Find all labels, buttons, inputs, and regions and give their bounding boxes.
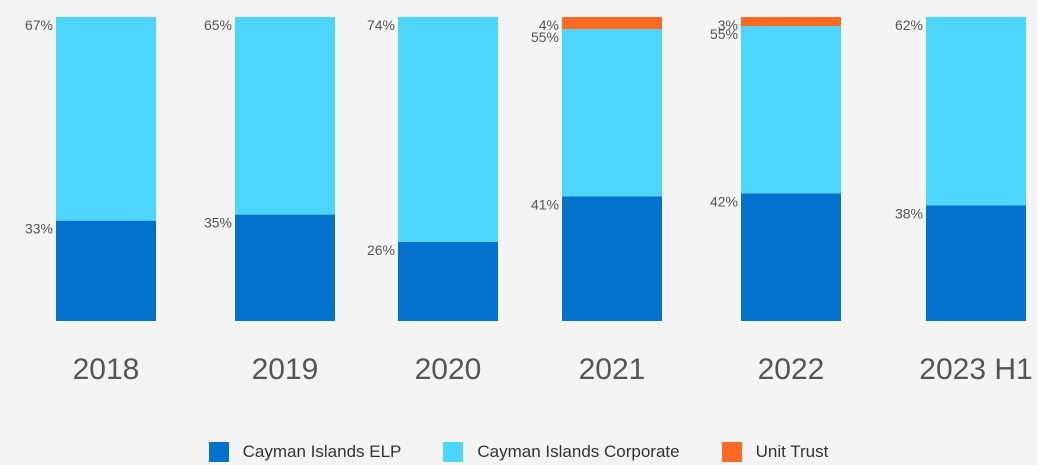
- data-label-2022-unit-trust: 3%: [718, 17, 738, 33]
- category-label-2023-h1: 2023 H1: [919, 353, 1032, 386]
- legend-item-unit-trust: Unit Trust: [721, 441, 829, 462]
- data-label-2023-h1-cayman-islands-elp: 38%: [895, 205, 923, 221]
- data-label-2021-cayman-islands-elp: 41%: [531, 196, 559, 212]
- category-label-2021: 2021: [579, 353, 646, 386]
- bar-2021-cayman-islands-corporate: [562, 29, 662, 197]
- data-label-2019-cayman-islands-elp: 35%: [204, 215, 232, 231]
- bar-2023-h1-cayman-islands-elp: [926, 205, 1026, 321]
- data-label-2018-cayman-islands-corporate: 67%: [25, 17, 53, 33]
- bar-2022-cayman-islands-corporate: [741, 26, 841, 194]
- bar-2019-cayman-islands-elp: [235, 214, 335, 321]
- data-label-2022-cayman-islands-corporate: 55%: [710, 26, 738, 42]
- bar-2021-unit-trust: [562, 17, 662, 30]
- category-label-2020: 2020: [415, 353, 482, 386]
- legend-label: Cayman Islands Corporate: [477, 441, 680, 461]
- legend-swatch: [443, 441, 464, 462]
- bar-2019-cayman-islands-corporate: [235, 17, 335, 215]
- bar-2018-cayman-islands-elp: [56, 220, 156, 321]
- category-label-2022: 2022: [758, 353, 825, 386]
- category-label-2019: 2019: [252, 353, 319, 386]
- stacked-bar-chart: 33%67%201835%65%201926%74%202041%55%4%20…: [25, 17, 1033, 386]
- data-label-2020-cayman-islands-elp: 26%: [367, 242, 395, 258]
- data-label-2022-cayman-islands-elp: 42%: [710, 193, 738, 209]
- chart-legend: Cayman Islands ELP Cayman Islands Corpora…: [0, 438, 1037, 465]
- data-label-2023-h1-cayman-islands-corporate: 62%: [895, 17, 923, 33]
- bar-2023-h1-cayman-islands-corporate: [926, 17, 1026, 206]
- bar-2020-cayman-islands-corporate: [398, 17, 498, 242]
- data-label-2018-cayman-islands-elp: 33%: [25, 221, 53, 237]
- bar-2022-cayman-islands-elp: [741, 193, 841, 321]
- data-label-2020-cayman-islands-corporate: 74%: [367, 17, 395, 33]
- legend-swatch: [208, 441, 229, 462]
- legend-item-cayman-islands-elp: Cayman Islands ELP: [208, 441, 402, 462]
- legend-label: Unit Trust: [755, 441, 829, 461]
- data-label-2021-unit-trust: 4%: [539, 17, 559, 33]
- category-label-2018: 2018: [73, 353, 140, 386]
- legend-swatch: [721, 441, 742, 462]
- legend-item-cayman-islands-corporate: Cayman Islands Corporate: [443, 441, 680, 462]
- data-label-2021-cayman-islands-corporate: 55%: [531, 29, 559, 45]
- bar-2018-cayman-islands-corporate: [56, 17, 156, 221]
- bar-2020-cayman-islands-elp: [398, 241, 498, 321]
- bar-2022-unit-trust: [741, 17, 841, 27]
- legend-label: Cayman Islands ELP: [242, 441, 402, 461]
- data-label-2019-cayman-islands-corporate: 65%: [204, 17, 232, 33]
- bar-2021-cayman-islands-elp: [562, 196, 662, 321]
